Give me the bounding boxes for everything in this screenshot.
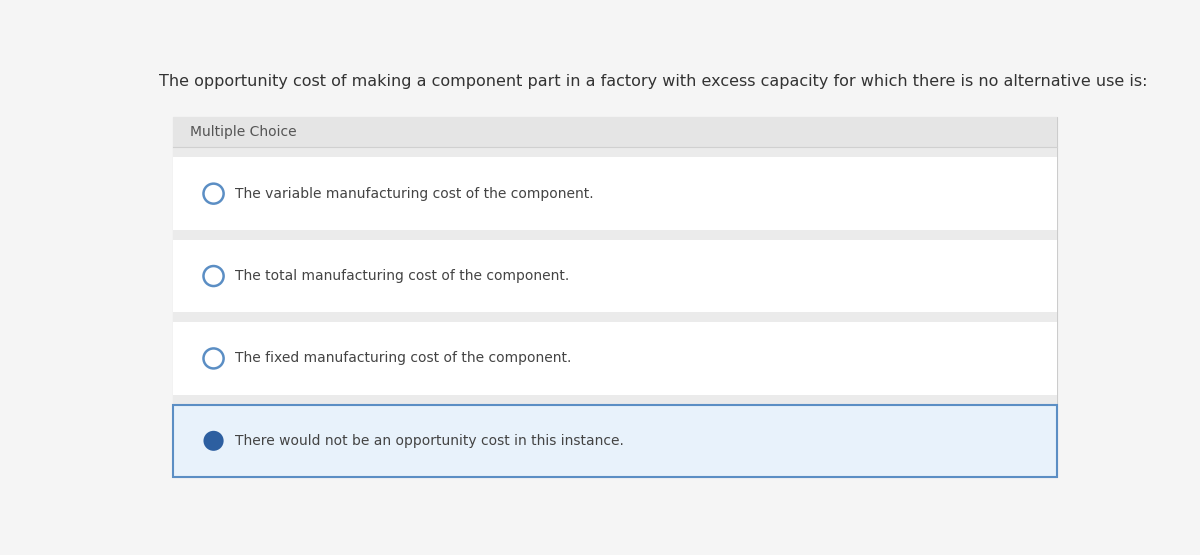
FancyBboxPatch shape — [173, 322, 1057, 395]
FancyBboxPatch shape — [173, 405, 1057, 477]
FancyBboxPatch shape — [173, 395, 1057, 405]
FancyBboxPatch shape — [173, 312, 1057, 322]
Circle shape — [204, 431, 223, 451]
Text: The variable manufacturing cost of the component.: The variable manufacturing cost of the c… — [235, 186, 594, 201]
FancyBboxPatch shape — [173, 148, 1057, 158]
Circle shape — [204, 184, 223, 204]
Circle shape — [204, 349, 223, 369]
Text: Multiple Choice: Multiple Choice — [191, 125, 296, 139]
FancyBboxPatch shape — [173, 158, 1057, 230]
Text: The opportunity cost of making a component part in a factory with excess capacit: The opportunity cost of making a compone… — [160, 74, 1147, 89]
FancyBboxPatch shape — [173, 240, 1057, 312]
Text: The total manufacturing cost of the component.: The total manufacturing cost of the comp… — [235, 269, 570, 283]
Text: There would not be an opportunity cost in this instance.: There would not be an opportunity cost i… — [235, 434, 624, 448]
FancyBboxPatch shape — [173, 117, 1057, 477]
FancyBboxPatch shape — [173, 230, 1057, 240]
Circle shape — [204, 266, 223, 286]
FancyBboxPatch shape — [173, 117, 1057, 148]
Text: The fixed manufacturing cost of the component.: The fixed manufacturing cost of the comp… — [235, 351, 571, 365]
